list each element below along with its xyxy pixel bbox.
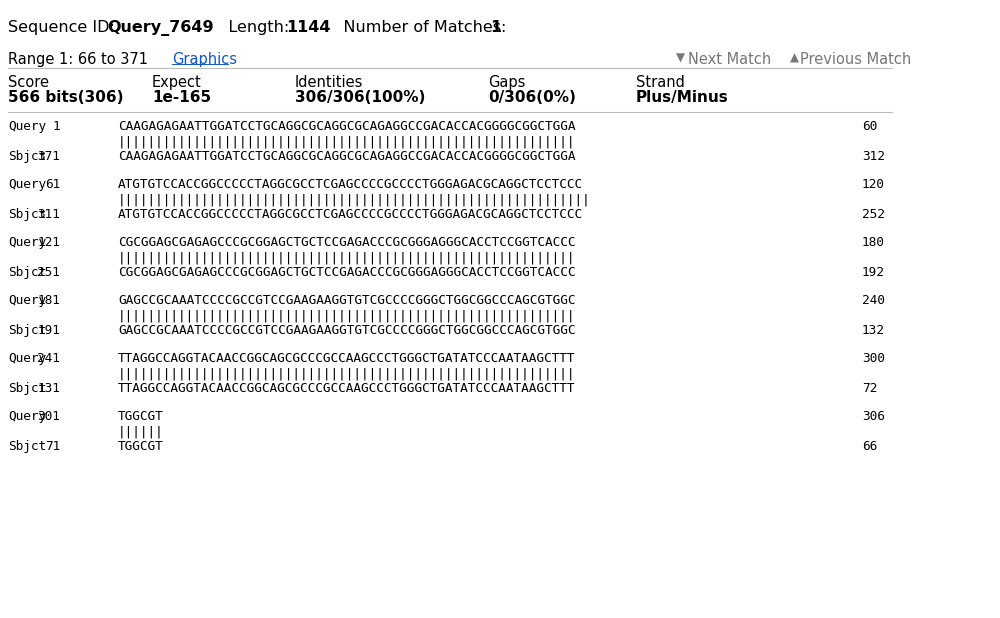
Text: Expect: Expect bbox=[152, 75, 202, 90]
Text: Query: Query bbox=[8, 294, 46, 307]
Text: 371: 371 bbox=[37, 150, 60, 163]
Text: 301: 301 bbox=[37, 410, 60, 423]
Text: GAGCCGCAAATCCCCGCCGTCCGAAGAAGGTGTCGCCCCGGGCTGGCGGCCCAGCGTGGC: GAGCCGCAAATCCCCGCCGTCCGAAGAAGGTGTCGCCCCG… bbox=[118, 324, 576, 337]
Text: 306/306(100%): 306/306(100%) bbox=[295, 90, 425, 105]
Text: ||||||||||||||||||||||||||||||||||||||||||||||||||||||||||||: ||||||||||||||||||||||||||||||||||||||||… bbox=[118, 135, 576, 148]
Text: 311: 311 bbox=[37, 208, 60, 221]
Text: ||||||||||||||||||||||||||||||||||||||||||||||||||||||||||||||: ||||||||||||||||||||||||||||||||||||||||… bbox=[118, 193, 591, 206]
Text: 120: 120 bbox=[862, 178, 885, 191]
Text: Query: Query bbox=[8, 352, 46, 365]
Text: 312: 312 bbox=[862, 150, 885, 163]
Text: 252: 252 bbox=[862, 208, 885, 221]
Text: 191: 191 bbox=[37, 324, 60, 337]
Text: Query: Query bbox=[8, 410, 46, 423]
Text: CAAGAGAGAATTGGATCCTGCAGGCGCAGGCGCAGAGGCCGACACCACGGGGCGGCTGGA: CAAGAGAGAATTGGATCCTGCAGGCGCAGGCGCAGAGGCC… bbox=[118, 150, 576, 163]
Text: TGGCGT: TGGCGT bbox=[118, 410, 164, 423]
Text: CGCGGAGCGAGAGCCCGCGGAGCTGCTCCGAGACCCGCGGGAGGGCACCTCCGGTCACCC: CGCGGAGCGAGAGCCCGCGGAGCTGCTCCGAGACCCGCGG… bbox=[118, 236, 576, 249]
Text: 300: 300 bbox=[862, 352, 885, 365]
Text: Graphics: Graphics bbox=[172, 52, 237, 67]
Text: Identities: Identities bbox=[295, 75, 363, 90]
Text: 181: 181 bbox=[37, 294, 60, 307]
Text: 180: 180 bbox=[862, 236, 885, 249]
Text: ||||||: |||||| bbox=[118, 425, 164, 438]
Text: Query: Query bbox=[8, 178, 46, 191]
Text: Sbjct: Sbjct bbox=[8, 266, 46, 279]
Text: 71: 71 bbox=[45, 440, 60, 453]
Text: Query_7649: Query_7649 bbox=[107, 20, 214, 36]
Text: Query: Query bbox=[8, 236, 46, 249]
Text: TGGCGT: TGGCGT bbox=[118, 440, 164, 453]
Text: ||||||||||||||||||||||||||||||||||||||||||||||||||||||||||||: ||||||||||||||||||||||||||||||||||||||||… bbox=[118, 367, 576, 380]
Text: Next Match: Next Match bbox=[688, 52, 771, 67]
Text: Plus/Minus: Plus/Minus bbox=[636, 90, 729, 105]
Text: 1: 1 bbox=[52, 120, 60, 133]
Text: ▲: ▲ bbox=[790, 52, 799, 65]
Text: Length:: Length: bbox=[213, 20, 294, 35]
Text: CGCGGAGCGAGAGCCCGCGGAGCTGCTCCGAGACCCGCGGGAGGGCACCTCCGGTCACCC: CGCGGAGCGAGAGCCCGCGGAGCTGCTCCGAGACCCGCGG… bbox=[118, 266, 576, 279]
Text: Strand: Strand bbox=[636, 75, 685, 90]
Text: CAAGAGAGAATTGGATCCTGCAGGCGCAGGCGCAGAGGCCGACACCACGGGGCGGCTGGA: CAAGAGAGAATTGGATCCTGCAGGCGCAGGCGCAGAGGCC… bbox=[118, 120, 576, 133]
Text: 72: 72 bbox=[862, 382, 877, 395]
Text: Sequence ID:: Sequence ID: bbox=[8, 20, 120, 35]
Text: 306: 306 bbox=[862, 410, 885, 423]
Text: ||||||||||||||||||||||||||||||||||||||||||||||||||||||||||||: ||||||||||||||||||||||||||||||||||||||||… bbox=[118, 309, 576, 322]
Text: 132: 132 bbox=[862, 324, 885, 337]
Text: ▼: ▼ bbox=[676, 52, 685, 65]
Text: ||||||||||||||||||||||||||||||||||||||||||||||||||||||||||||: ||||||||||||||||||||||||||||||||||||||||… bbox=[118, 251, 576, 264]
Text: 241: 241 bbox=[37, 352, 60, 365]
Text: GAGCCGCAAATCCCCGCCGTCCGAAGAAGGTGTCGCCCCGGGCTGGCGGCCCAGCGTGGC: GAGCCGCAAATCCCCGCCGTCCGAAGAAGGTGTCGCCCCG… bbox=[118, 294, 576, 307]
Text: Sbjct: Sbjct bbox=[8, 440, 46, 453]
Text: 1: 1 bbox=[490, 20, 501, 35]
Text: TTAGGCCAGGTACAACCGGCAGCGCCCGCCAAGCCCTGGGCTGATATCCCAATAAGCTTT: TTAGGCCAGGTACAACCGGCAGCGCCCGCCAAGCCCTGGG… bbox=[118, 382, 576, 395]
Text: 251: 251 bbox=[37, 266, 60, 279]
Text: 192: 192 bbox=[862, 266, 885, 279]
Text: Gaps: Gaps bbox=[488, 75, 525, 90]
Text: Number of Matches:: Number of Matches: bbox=[328, 20, 512, 35]
Text: TTAGGCCAGGTACAACCGGCAGCGCCCGCCAAGCCCTGGGCTGATATCCCAATAAGCTTT: TTAGGCCAGGTACAACCGGCAGCGCCCGCCAAGCCCTGGG… bbox=[118, 352, 576, 365]
Text: 61: 61 bbox=[45, 178, 60, 191]
Text: 121: 121 bbox=[37, 236, 60, 249]
Text: Range 1: 66 to 371: Range 1: 66 to 371 bbox=[8, 52, 153, 67]
Text: 60: 60 bbox=[862, 120, 877, 133]
Text: 240: 240 bbox=[862, 294, 885, 307]
Text: 566 bits(306): 566 bits(306) bbox=[8, 90, 124, 105]
Text: 0/306(0%): 0/306(0%) bbox=[488, 90, 576, 105]
Text: Sbjct: Sbjct bbox=[8, 324, 46, 337]
Text: Previous Match: Previous Match bbox=[800, 52, 911, 67]
Text: 1e-165: 1e-165 bbox=[152, 90, 211, 105]
Text: Query: Query bbox=[8, 120, 46, 133]
Text: Sbjct: Sbjct bbox=[8, 208, 46, 221]
Text: Score: Score bbox=[8, 75, 49, 90]
Text: 131: 131 bbox=[37, 382, 60, 395]
Text: ATGTGTCCACCGGCCCCCTAGGCGCCTCGAGCCCCGCCCCTGGGAGACGCAGGCTCCTCCC: ATGTGTCCACCGGCCCCCTAGGCGCCTCGAGCCCCGCCCC… bbox=[118, 208, 583, 221]
Text: ATGTGTCCACCGGCCCCCTAGGCGCCTCGAGCCCCGCCCCTGGGAGACGCAGGCTCCTCCC: ATGTGTCCACCGGCCCCCTAGGCGCCTCGAGCCCCGCCCC… bbox=[118, 178, 583, 191]
Text: 66: 66 bbox=[862, 440, 877, 453]
Text: Sbjct: Sbjct bbox=[8, 150, 46, 163]
Text: Sbjct: Sbjct bbox=[8, 382, 46, 395]
Text: 1144: 1144 bbox=[286, 20, 330, 35]
